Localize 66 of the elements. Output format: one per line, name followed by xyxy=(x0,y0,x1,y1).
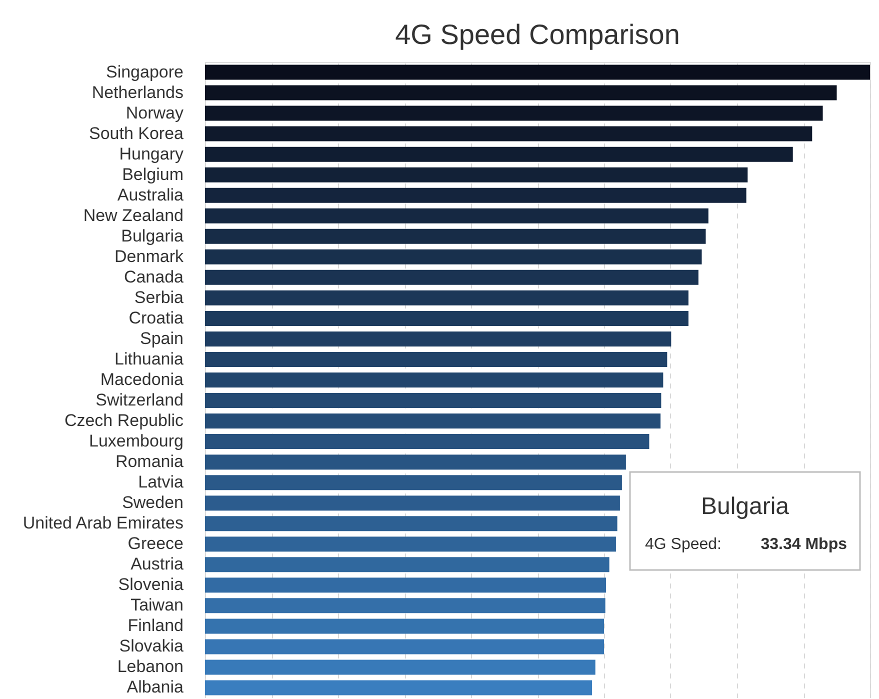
annotation: 33.34 Mbps xyxy=(760,536,848,553)
y-tick-label: South Korea xyxy=(88,124,184,143)
y-tick-label: Spain xyxy=(140,328,184,348)
bar xyxy=(205,393,662,408)
bar xyxy=(205,64,870,80)
bar xyxy=(205,496,620,511)
y-tick-label: Greece xyxy=(128,534,184,554)
annotation: Bulgaria xyxy=(700,493,790,520)
bar xyxy=(205,167,748,182)
y-tick-label: Lebanon xyxy=(117,657,184,676)
bar xyxy=(205,557,610,572)
y-tick-label: United Arab Emirates xyxy=(22,514,184,533)
bar xyxy=(205,146,793,162)
y-tick-label: Serbia xyxy=(134,288,184,307)
y-tick-label: Bulgaria xyxy=(121,226,184,246)
bar xyxy=(205,290,688,306)
y-tick-label: Luxembourg xyxy=(88,432,184,451)
y-tick-label: Czech Republic xyxy=(64,411,184,430)
bar xyxy=(205,126,812,142)
y-tick-label: Denmark xyxy=(114,246,184,266)
bar xyxy=(205,660,596,675)
bar xyxy=(205,310,688,326)
bar xyxy=(205,454,626,470)
y-tick-label: Slovakia xyxy=(119,636,184,656)
bar xyxy=(205,331,672,346)
y-tick-label: Croatia xyxy=(128,308,184,328)
y-tick-label: Australia xyxy=(117,185,184,204)
bar xyxy=(205,578,606,593)
y-tick-label: Norway xyxy=(126,103,184,122)
bar xyxy=(205,188,746,203)
y-tick-label: Slovenia xyxy=(118,575,184,594)
y-tick-label: Albania xyxy=(126,678,184,697)
y-tick-label: Hungary xyxy=(119,144,184,164)
y-tick-label: Latvia xyxy=(138,472,184,492)
bar xyxy=(205,352,668,367)
bar xyxy=(205,85,837,100)
y-tick-label: Switzerland xyxy=(96,390,184,410)
chart-title: 4G Speed Comparison xyxy=(395,19,680,50)
y-tick-label: Netherlands xyxy=(92,82,184,102)
y-tick-label: Macedonia xyxy=(100,370,184,389)
bar xyxy=(205,372,664,388)
bar xyxy=(205,106,823,121)
y-tick-label: Canada xyxy=(124,267,184,286)
bar xyxy=(205,598,606,614)
bar xyxy=(205,639,604,654)
bar xyxy=(205,208,708,224)
y-tick-label: Singapore xyxy=(106,62,184,82)
bar xyxy=(205,475,622,490)
bar xyxy=(205,618,604,634)
annotation: 4G Speed: xyxy=(645,536,722,553)
bar xyxy=(205,516,618,532)
bar xyxy=(205,414,661,429)
y-tick-label: Finland xyxy=(128,616,184,636)
bar xyxy=(205,228,706,244)
bar xyxy=(205,249,702,264)
y-tick-label: Lithuania xyxy=(114,349,184,368)
y-tick-label: Austria xyxy=(130,554,184,574)
y-tick-label: Romania xyxy=(115,452,184,472)
y-tick-label: Taiwan xyxy=(130,596,184,615)
bar xyxy=(205,270,698,285)
y-tick-label: New Zealand xyxy=(83,206,184,225)
y-tick-label: Sweden xyxy=(122,493,184,512)
bar xyxy=(205,434,650,450)
bar xyxy=(205,536,616,552)
bar xyxy=(205,680,592,696)
y-tick-label: Belgium xyxy=(122,164,184,184)
